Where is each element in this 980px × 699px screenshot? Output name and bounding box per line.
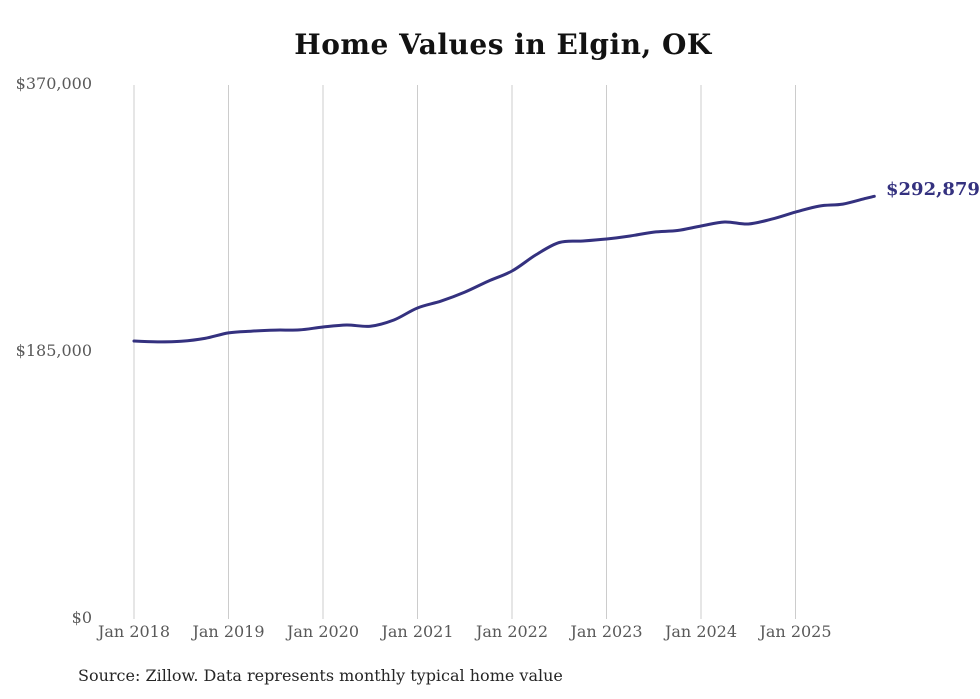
y-axis-tick-label: $185,000 [15,341,92,360]
x-axis-tick-label: Jan 2023 [570,622,643,641]
x-axis-tick-label: Jan 2019 [192,622,265,641]
home-value-line [132,194,876,344]
y-axis-tick-label: $370,000 [15,74,92,93]
source-note: Source: Zillow. Data represents monthly … [78,666,563,685]
y-axis-tick-label: $0 [71,608,92,627]
x-axis-tick-label: Jan 2021 [381,622,454,641]
x-axis-tick-label: Jan 2025 [759,622,832,641]
latest-value-label: $292,879 [886,179,980,200]
x-axis-tick-label: Jan 2022 [475,622,549,641]
x-axis-tick-label: Jan 2018 [97,622,171,641]
x-axis-tick-label: Jan 2024 [664,622,738,641]
chart-title: Home Values in Elgin, OK [294,28,712,61]
x-axis-tick-label: Jan 2020 [286,622,360,641]
